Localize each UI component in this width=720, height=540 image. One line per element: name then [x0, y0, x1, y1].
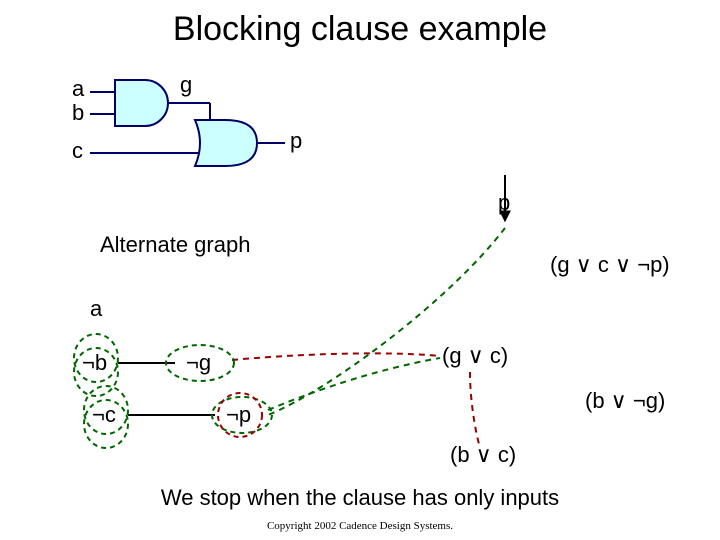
formula-bng: (b ∨ ¬g) [585, 388, 665, 414]
slide-title: Blocking clause example [0, 10, 720, 49]
footer-conclusion: We stop when the clause has only inputs [0, 485, 720, 511]
node-p: p [498, 190, 510, 216]
node-np: ¬p [226, 402, 251, 428]
label-g: g [180, 72, 192, 98]
node-nc: ¬c [92, 402, 116, 428]
node-gc: (g ∨ c) [442, 343, 508, 369]
section-title-alternate-graph: Alternate graph [100, 232, 250, 258]
edge-p-np [268, 228, 505, 415]
copyright: Copyright 2002 Cadence Design Systems. [0, 520, 720, 532]
node-bc: (b ∨ c) [450, 442, 516, 468]
or-gate [195, 120, 257, 166]
formula-gcnp: (g ∨ c ∨ ¬p) [550, 252, 670, 278]
edge-ng-gc [232, 353, 440, 360]
label-p-out: p [290, 128, 302, 154]
label-c: c [72, 138, 83, 164]
slide-stage: Blocking clause example [0, 0, 720, 540]
label-a: a [72, 76, 84, 102]
node-ng: ¬g [186, 350, 211, 376]
edge-np-gc [268, 358, 440, 410]
and-gate [115, 80, 168, 126]
label-b: b [72, 100, 84, 126]
node-nb: ¬b [82, 350, 107, 376]
edge-gc-bc [470, 372, 480, 448]
node-a: a [90, 296, 102, 322]
